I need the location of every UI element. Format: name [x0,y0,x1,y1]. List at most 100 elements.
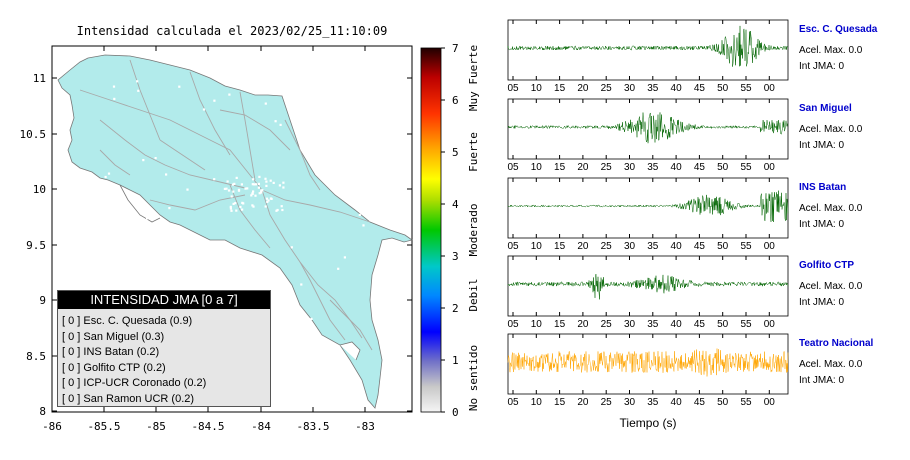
station-dot [230,209,233,212]
station-dot [235,176,238,179]
waveform-x-tick-label: 00 [764,319,776,330]
station-dot [267,199,270,202]
waveform-x-tick-label: 35 [647,83,659,94]
station-dot [241,201,244,204]
station-name: Teatro Nacional [799,338,874,349]
waveform-x-tick-label: 00 [764,397,776,408]
station-info: Teatro Nacional Acel. Max. 0.0 Int JMA: 0 [799,338,873,386]
map-x-tick-label: -83 [355,420,375,433]
waveform-x-tick-label: 35 [647,397,659,408]
map-x-axis: -86 -85.5 -85 -84.5 -84 -83.5 -83 [42,46,375,433]
station-dot [112,85,116,88]
colorbar-tick-label: 6 [452,94,459,107]
waveform-panel: 05 10 15 20 25 30 35 40 45 50 55 00 [507,98,789,173]
waveform-x-tick-label: 30 [624,162,636,173]
map-x-tick-label: -84 [251,420,271,433]
map-y-tick-label: 10.5 [20,128,47,141]
waveform-x-tick-label: 25 [601,162,613,173]
map-y-tick-label: 9 [39,294,46,307]
golfo-dulce [339,341,361,361]
station-dot [113,97,116,100]
waveform-x-tick-label: 20 [577,397,589,408]
colorbar-tick-label: 4 [452,198,459,211]
waveform-x-tick-label: 00 [764,241,776,252]
station-dot [232,202,235,205]
station-dot [233,182,236,185]
colorbar-category-label: Fuerte [467,132,480,172]
map-y-tick-label: 11 [33,72,46,85]
waveform-x-tick-label: 40 [671,241,683,252]
station-dot [136,80,139,83]
station-int-jma: Int JMA: 0 [799,375,845,386]
waveform-x-tick-label: 55 [740,397,752,408]
colorbar-tick-label: 7 [452,42,459,55]
station-dot [279,123,282,126]
legend-row: [ 0 ] San Miguel (0.3) [62,330,165,343]
station-dot [272,181,275,184]
colorbar-tick-label: 5 [452,146,459,159]
colorbar-categories: Muy Fuerte Fuerte Moderado Debil No sentido [467,45,480,411]
station-dot [254,183,258,186]
station-dot [275,209,278,212]
waveform-x-tick-label: 05 [507,397,519,408]
colorbar-tick-label: 1 [452,354,459,367]
station-dot [282,181,285,184]
station-dot [362,224,365,227]
intensity-legend: INTENSIDAD JMA [0 a 7] [ 0 ] Esc. C. Que… [57,290,271,407]
station-dot [241,208,244,211]
intensity-colorbar [420,47,442,413]
station-acel-max: Acel. Max. 0.0 [799,124,863,135]
station-dot [358,213,361,216]
map-x-tick-label: -85.5 [87,420,120,433]
station-dot [264,102,267,105]
waveform-x-label: Tiempo (s) [620,416,677,430]
costa-rica-land [57,54,413,409]
waveform-x-tick-label: 35 [647,319,659,330]
waveform-x-tick-label: 30 [624,319,636,330]
station-name: Esc. C. Quesada [799,24,878,35]
station-dot [254,194,257,197]
station-acel-max: Acel. Max. 0.0 [799,45,863,56]
station-dot [260,191,263,194]
station-dot [246,187,249,190]
waveform-x-tick-label: 55 [740,241,752,252]
station-dot [322,126,325,129]
station-dot [223,187,226,190]
waveform-x-tick-label: 10 [531,241,543,252]
station-dot [281,208,284,212]
nicoya-coast [119,184,161,223]
waveform-trace [507,273,789,300]
legend-row: [ 0 ] ICP-UCR Coronado (0.2) [62,377,207,389]
station-dot [231,183,235,186]
station-dot [230,195,233,198]
station-dot [264,177,267,180]
station-dot [227,189,231,192]
waveform-x-tick-label: 15 [554,241,566,252]
legend-title: INTENSIDAD JMA [0 a 7] [58,291,270,309]
station-dot [202,108,206,111]
map-x-tick-label: -86 [42,420,62,433]
station-dot [253,183,256,186]
station-dot [251,183,254,186]
station-acel-max: Acel. Max. 0.0 [799,281,863,292]
waveform-x-tick-label: 50 [717,162,729,173]
station-dot [146,217,149,220]
station-dot [282,186,285,189]
waveform-x-tick-label: 35 [647,241,659,252]
station-dot [280,205,283,208]
map-y-tick-label: 9.5 [26,239,46,252]
station-dot [237,189,241,192]
station-dot [107,172,111,175]
station-dot [226,180,229,183]
map-x-tick-label: -84.5 [191,420,224,433]
station-dot [258,192,261,195]
waveform-x-tick-label: 05 [507,83,519,94]
station-dot [244,187,247,190]
waveform-x-tick-label: 15 [554,162,566,173]
waveform-panel: 05 10 15 20 25 30 35 40 45 50 55 00 [507,19,789,94]
waveform-x-tick-label: 45 [694,83,706,94]
station-dot [266,200,269,203]
waveform-x-tick-label: 25 [601,241,613,252]
waveform-trace [507,112,789,144]
waveform-x-tick-label: 10 [531,397,543,408]
